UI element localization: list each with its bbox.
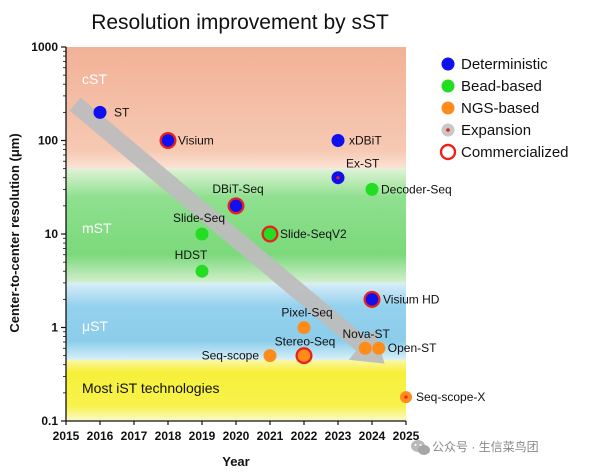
- point-nova-st: Nova-ST: [343, 327, 391, 355]
- x-tick-label: 2025: [393, 429, 420, 443]
- y-axis-label: Center-to-center resolution (μm): [7, 133, 22, 332]
- point-seq-scope: Seq-scope: [202, 349, 277, 363]
- point-xdbit: xDBiT: [331, 134, 382, 148]
- legend-marker: [441, 57, 455, 71]
- point-dbit-seq: DBiT-Seq: [212, 182, 264, 215]
- legend-marker-center: [446, 128, 450, 132]
- x-tick-label: 2017: [121, 429, 148, 443]
- x-tick-label: 2021: [257, 429, 284, 443]
- legend-marker: [441, 79, 455, 93]
- x-tick-label: 2024: [359, 429, 386, 443]
- band-label: mST: [82, 220, 112, 236]
- trend-arrow-shape: [69, 97, 385, 364]
- point-marker: [297, 349, 311, 362]
- point-marker: [229, 199, 243, 213]
- x-axis-label: Year: [222, 454, 249, 469]
- x-tick-label: 2018: [155, 429, 182, 443]
- band-label: Most iST technologies: [82, 380, 219, 396]
- point-label: Seq-scope-X: [416, 390, 485, 404]
- legend: Deterministic Bead-based NGS-based Expansio…: [439, 56, 569, 161]
- point-slide-seqv2: Slide-SeqV2: [261, 225, 347, 243]
- point-marker: [372, 341, 386, 355]
- point-label: Stereo-Seq: [275, 335, 336, 349]
- point-marker: [297, 321, 311, 334]
- band-3: [66, 359, 406, 421]
- expansion-dot: [336, 176, 340, 180]
- legend-item: Deterministic: [441, 56, 548, 73]
- trend-arrow: [69, 97, 385, 364]
- point-visium: Visium: [159, 132, 214, 149]
- point-label: Open-ST: [388, 341, 437, 355]
- point-label: Nova-ST: [343, 327, 391, 341]
- x-tick-label: 2016: [87, 429, 114, 443]
- point-label: Seq-scope: [202, 349, 260, 363]
- legend-item: NGS-based: [441, 100, 539, 117]
- point-label: DBiT-Seq: [212, 182, 263, 196]
- point-marker: [365, 182, 379, 196]
- y-tick-label: 1: [51, 321, 58, 335]
- point-ex-st: Ex-ST: [331, 157, 380, 185]
- point-marker: [195, 264, 209, 278]
- expansion-dot: [404, 395, 408, 399]
- band-label: cST: [82, 71, 107, 87]
- chart-title: Resolution improvement by sST: [91, 11, 389, 34]
- wechat-icon: [411, 440, 430, 455]
- point-open-st: Open-ST: [372, 341, 437, 355]
- point-label: ST: [114, 105, 130, 119]
- point-marker: [93, 105, 107, 119]
- y-tick-label: 100: [38, 134, 58, 148]
- point-hdst: HDST: [175, 248, 209, 278]
- point-label: Visium: [178, 134, 214, 148]
- point-slide-seq: Slide-Seq: [173, 211, 225, 241]
- resolution-bands: cST mST μST Most iST technologies: [66, 47, 406, 421]
- point-marker: [161, 134, 175, 147]
- point-label: Decoder-Seq: [381, 182, 452, 196]
- point-label: Ex-ST: [346, 157, 380, 171]
- point-label: Slide-SeqV2: [280, 227, 347, 241]
- band-1: [66, 168, 406, 283]
- point-marker: [263, 349, 277, 363]
- band-label: μST: [82, 318, 108, 334]
- point-label: Visium HD: [383, 292, 440, 306]
- point-label: xDBiT: [349, 134, 382, 148]
- band-2: [66, 282, 406, 360]
- point-stereo-seq: Stereo-Seq: [275, 335, 336, 365]
- y-tick-label: 0.1: [41, 414, 58, 428]
- point-visium-hd: Visium HD: [363, 290, 440, 308]
- point-seq-scope-x: Seq-scope-X: [400, 390, 485, 404]
- x-tick-label: 2020: [223, 429, 250, 443]
- point-label: HDST: [175, 248, 208, 262]
- legend-item: Bead-based: [441, 78, 542, 95]
- point-decoder-seq: Decoder-Seq: [365, 182, 452, 196]
- axes: 2015 2016 2017 2018 2019 2020 2021 2022 2023 2024…: [31, 40, 419, 443]
- point-marker: [195, 227, 209, 241]
- y-tick-label: 1000: [31, 40, 58, 54]
- legend-item: Expansion: [441, 122, 531, 139]
- x-tick-label: 2023: [325, 429, 352, 443]
- point-marker: [358, 341, 372, 355]
- legend-marker: [441, 101, 455, 115]
- point-marker: [365, 293, 379, 306]
- legend-label: NGS-based: [461, 100, 539, 117]
- point-label: Pixel-Seq: [281, 306, 332, 320]
- data-points: ST Visium DBiT-Seq Slide-Seq HDST Slide-SeqV2…: [93, 105, 485, 404]
- legend-item: Commercialized: [439, 143, 569, 161]
- legend-label: Commercialized: [461, 144, 569, 161]
- x-tick-label: 2019: [189, 429, 216, 443]
- legend-marker: [439, 143, 457, 161]
- legend-label: Bead-based: [461, 78, 542, 95]
- legend-label: Expansion: [461, 122, 531, 139]
- point-st: ST: [93, 105, 130, 119]
- y-tick-label: 10: [45, 227, 59, 241]
- point-pixel-seq: Pixel-Seq: [281, 306, 333, 334]
- point-marker: [331, 134, 345, 147]
- x-tick-label: 2015: [53, 429, 80, 443]
- point-label: Slide-Seq: [173, 211, 225, 225]
- watermark-text: 公众号 · 生信菜鸟团: [432, 439, 539, 454]
- x-tick-label: 2022: [291, 429, 318, 443]
- point-marker: [263, 227, 277, 241]
- legend-label: Deterministic: [461, 56, 548, 73]
- watermark: 公众号 · 生信菜鸟团: [411, 439, 539, 455]
